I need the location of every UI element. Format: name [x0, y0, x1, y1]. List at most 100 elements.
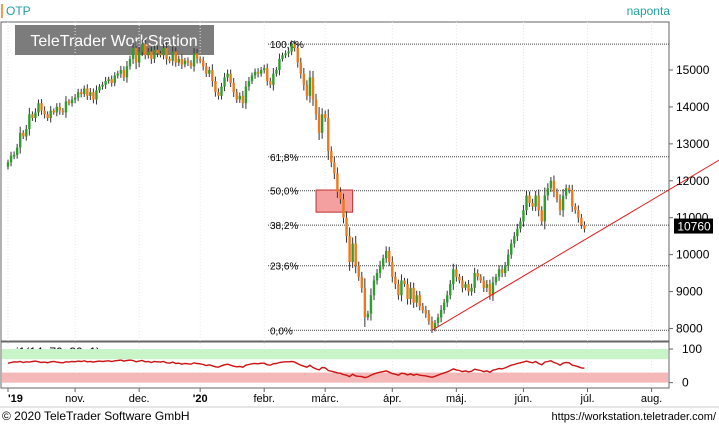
- candle-body: [473, 273, 476, 288]
- candle-body: [31, 114, 34, 118]
- candle-body: [241, 95, 245, 104]
- rsi-series: [2, 349, 668, 383]
- candle-body: [153, 49, 156, 59]
- candle-body: [503, 265, 507, 274]
- candle-body: [89, 92, 92, 96]
- candle-body: [76, 92, 80, 98]
- time-axis-label: ápr.: [383, 393, 401, 405]
- candle-body: [571, 190, 574, 207]
- candle-body: [574, 206, 577, 211]
- candle-body: [446, 295, 449, 303]
- time-axis-label: márc.: [311, 393, 339, 405]
- candle-body: [491, 282, 495, 296]
- fibonacci-label: 23,6%: [270, 262, 298, 273]
- rsi-axis: 0 100: [669, 342, 702, 390]
- candle-body: [253, 71, 257, 76]
- symbol-label[interactable]: OTP: [6, 4, 31, 18]
- time-axis-label: aug.: [641, 393, 662, 405]
- time-axis-label: '19: [8, 393, 23, 405]
- candle-body: [378, 265, 382, 274]
- candle-body: [19, 132, 22, 148]
- candle-body: [165, 47, 168, 59]
- fibonacci-label: 61,8%: [270, 153, 298, 164]
- candle-body: [555, 191, 559, 200]
- candle-body: [144, 44, 147, 56]
- candle-body: [147, 51, 150, 56]
- candle-body: [369, 295, 373, 314]
- candle-body: [381, 258, 385, 266]
- candle-body: [409, 287, 412, 299]
- candle-body: [128, 58, 132, 67]
- candle-body: [311, 77, 315, 100]
- candle-body: [400, 280, 403, 296]
- candle-body: [397, 284, 400, 296]
- copyright-text: © 2020 TeleTrader Software GmbH: [2, 409, 190, 423]
- candle-body: [205, 66, 208, 74]
- candle-body: [510, 243, 513, 255]
- candle-body: [70, 99, 74, 104]
- fibonacci-label: 38,2%: [270, 221, 298, 232]
- candle-body: [104, 81, 107, 85]
- candle-body: [217, 92, 220, 96]
- candle-body: [223, 77, 226, 87]
- candle-body: [98, 86, 101, 91]
- candle-body: [183, 60, 187, 65]
- candle-body: [540, 210, 543, 222]
- candle-body: [330, 151, 333, 163]
- candle-body: [348, 236, 351, 262]
- candle-body: [525, 195, 528, 211]
- candle-body: [418, 295, 421, 307]
- candle-body: [549, 180, 553, 189]
- candle-body: [528, 195, 531, 203]
- watermark-text: TeleTrader WorkStation: [30, 33, 197, 50]
- candle-body: [415, 295, 418, 303]
- candle-body: [388, 250, 391, 262]
- candle-body: [80, 92, 83, 94]
- candle-body: [61, 110, 65, 113]
- candle-body: [269, 81, 272, 85]
- candle-body: [531, 202, 534, 207]
- candle-body: [391, 262, 394, 277]
- candle-body: [275, 70, 278, 74]
- candle-body: [522, 210, 525, 222]
- candle-body: [134, 47, 138, 63]
- time-axis-label: máj.: [446, 393, 467, 405]
- price-axis-label: 8000: [676, 321, 703, 335]
- candle-body: [452, 269, 455, 285]
- candle-body: [55, 106, 58, 113]
- candle-body: [180, 58, 184, 65]
- candle-body: [375, 273, 379, 281]
- candle-body: [247, 81, 251, 87]
- watermark-box: [15, 25, 214, 55]
- candle-body: [583, 225, 586, 229]
- candle-body: [360, 276, 363, 288]
- candle-body: [385, 250, 388, 259]
- candle-body: [159, 53, 162, 56]
- candle-body: [238, 95, 241, 100]
- candle-body: [110, 79, 113, 83]
- website-link[interactable]: https://workstation.teletrader.com/: [552, 411, 717, 423]
- support-trendline: [431, 159, 719, 331]
- candle-body: [488, 284, 492, 296]
- candle-body: [250, 75, 254, 82]
- price-axis-label: 12000: [676, 174, 710, 188]
- candle-body: [131, 47, 135, 59]
- candle-body: [552, 180, 556, 192]
- candle-body: [537, 195, 540, 211]
- candle-body: [95, 90, 98, 100]
- candle-body: [168, 58, 171, 61]
- candle-body: [366, 313, 370, 318]
- candle-body: [171, 51, 174, 61]
- last-price-box: [674, 218, 713, 234]
- time-axis-label: júl.: [579, 393, 594, 405]
- candle-body: [296, 47, 299, 63]
- vertical-gridlines: [7, 22, 653, 388]
- fibonacci-label: 50,0%: [270, 187, 298, 198]
- candle-body: [455, 269, 458, 277]
- candle-body: [461, 280, 464, 288]
- time-axis-label: nov.: [65, 393, 85, 405]
- period-label[interactable]: naponta: [627, 4, 671, 18]
- candle-body: [577, 210, 580, 218]
- candle-body: [403, 280, 406, 285]
